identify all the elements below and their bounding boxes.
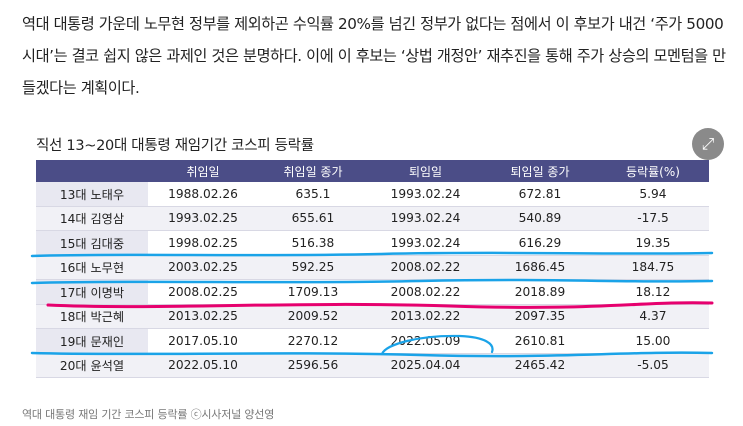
table-row: 15대 김대중 1998.02.25 516.38 1993.02.24 616… xyxy=(36,230,709,256)
rate-cell: 5.94 xyxy=(597,182,709,207)
end-date-cell: 2022.05.09 xyxy=(368,328,483,354)
end-index-cell: 2465.42 xyxy=(483,353,597,378)
kospi-table: 취임일 취임일 종가 퇴임일 퇴임일 종가 등락률(%) 13대 노태우 198… xyxy=(36,160,709,378)
end-date-cell: 2025.04.04 xyxy=(368,353,483,378)
end-date-cell: 1993.02.24 xyxy=(368,230,483,256)
start-date-cell: 1998.02.25 xyxy=(148,230,258,256)
table-row: 13대 노태우 1988.02.26 635.1 1993.02.24 672.… xyxy=(36,182,709,207)
end-date-cell: 2008.02.22 xyxy=(368,279,483,305)
rate-cell: 184.75 xyxy=(597,255,709,280)
rate-cell: 4.37 xyxy=(597,304,709,329)
end-index-cell: 2018.89 xyxy=(483,279,597,305)
president-cell: 19대 문재인 xyxy=(36,328,148,354)
expand-arrows-icon[interactable]: ⤢ xyxy=(692,128,724,160)
start-date-cell: 2003.02.25 xyxy=(148,255,258,280)
figure-caption: 역대 대통령 재임 기간 코스피 등락률 ⓒ시사저널 양선영 xyxy=(22,408,275,421)
header-cell: 퇴임일 xyxy=(368,160,483,182)
header-cell: 취임일 종가 xyxy=(258,160,368,182)
start-index-cell: 1709.13 xyxy=(258,279,368,305)
president-cell: 15대 김대중 xyxy=(36,230,148,256)
table-row: 18대 박근혜 2013.02.25 2009.52 2013.02.22 20… xyxy=(36,304,709,329)
president-cell: 17대 이명박 xyxy=(36,279,148,305)
president-cell: 14대 김영삼 xyxy=(36,206,148,231)
start-date-cell: 1993.02.25 xyxy=(148,206,258,231)
table-row: 14대 김영삼 1993.02.25 655.61 1993.02.24 540… xyxy=(36,206,709,231)
figure-title: 직선 13~20대 대통령 재임기간 코스피 등락률 xyxy=(36,138,314,154)
rate-cell: 18.12 xyxy=(597,279,709,305)
president-cell: 16대 노무현 xyxy=(36,255,148,280)
rate-cell: -5.05 xyxy=(597,353,709,378)
start-index-cell: 2270.12 xyxy=(258,328,368,354)
rate-cell: 15.00 xyxy=(597,328,709,354)
start-index-cell: 2009.52 xyxy=(258,304,368,329)
table-row: 17대 이명박 2008.02.25 1709.13 2008.02.22 20… xyxy=(36,279,709,305)
table-row: 20대 윤석열 2022.05.10 2596.56 2025.04.04 24… xyxy=(36,353,709,378)
table-header-row: 취임일 취임일 종가 퇴임일 퇴임일 종가 등락률(%) xyxy=(36,160,709,182)
president-cell: 13대 노태우 xyxy=(36,182,148,207)
end-index-cell: 2610.81 xyxy=(483,328,597,354)
header-cell: 퇴임일 종가 xyxy=(483,160,597,182)
end-index-cell: 616.29 xyxy=(483,230,597,256)
end-index-cell: 1686.45 xyxy=(483,255,597,280)
start-date-cell: 2013.02.25 xyxy=(148,304,258,329)
rate-cell: 19.35 xyxy=(597,230,709,256)
table-row: 16대 노무현 2003.02.25 592.25 2008.02.22 168… xyxy=(36,255,709,280)
table-row: 19대 문재인 2017.05.10 2270.12 2022.05.09 26… xyxy=(36,328,709,354)
header-cell: 취임일 xyxy=(148,160,258,182)
header-cell xyxy=(36,160,148,182)
end-date-cell: 1993.02.24 xyxy=(368,182,483,207)
start-index-cell: 516.38 xyxy=(258,230,368,256)
end-date-cell: 2008.02.22 xyxy=(368,255,483,280)
start-index-cell: 2596.56 xyxy=(258,353,368,378)
end-index-cell: 672.81 xyxy=(483,182,597,207)
start-date-cell: 2022.05.10 xyxy=(148,353,258,378)
article-body: 역대 대통령 가운데 노무현 정부를 제외하곤 수익률 20%를 넘긴 정부가 … xyxy=(22,8,734,104)
end-index-cell: 2097.35 xyxy=(483,304,597,329)
article-paragraph: 역대 대통령 가운데 노무현 정부를 제외하곤 수익률 20%를 넘긴 정부가 … xyxy=(22,15,726,97)
start-index-cell: 592.25 xyxy=(258,255,368,280)
end-index-cell: 540.89 xyxy=(483,206,597,231)
start-index-cell: 655.61 xyxy=(258,206,368,231)
start-date-cell: 2008.02.25 xyxy=(148,279,258,305)
end-date-cell: 2013.02.22 xyxy=(368,304,483,329)
rate-cell: -17.5 xyxy=(597,206,709,231)
end-date-cell: 1993.02.24 xyxy=(368,206,483,231)
header-cell: 등락률(%) xyxy=(597,160,709,182)
president-cell: 18대 박근혜 xyxy=(36,304,148,329)
start-date-cell: 1988.02.26 xyxy=(148,182,258,207)
president-cell: 20대 윤석열 xyxy=(36,353,148,378)
start-date-cell: 2017.05.10 xyxy=(148,328,258,354)
start-index-cell: 635.1 xyxy=(258,182,368,207)
